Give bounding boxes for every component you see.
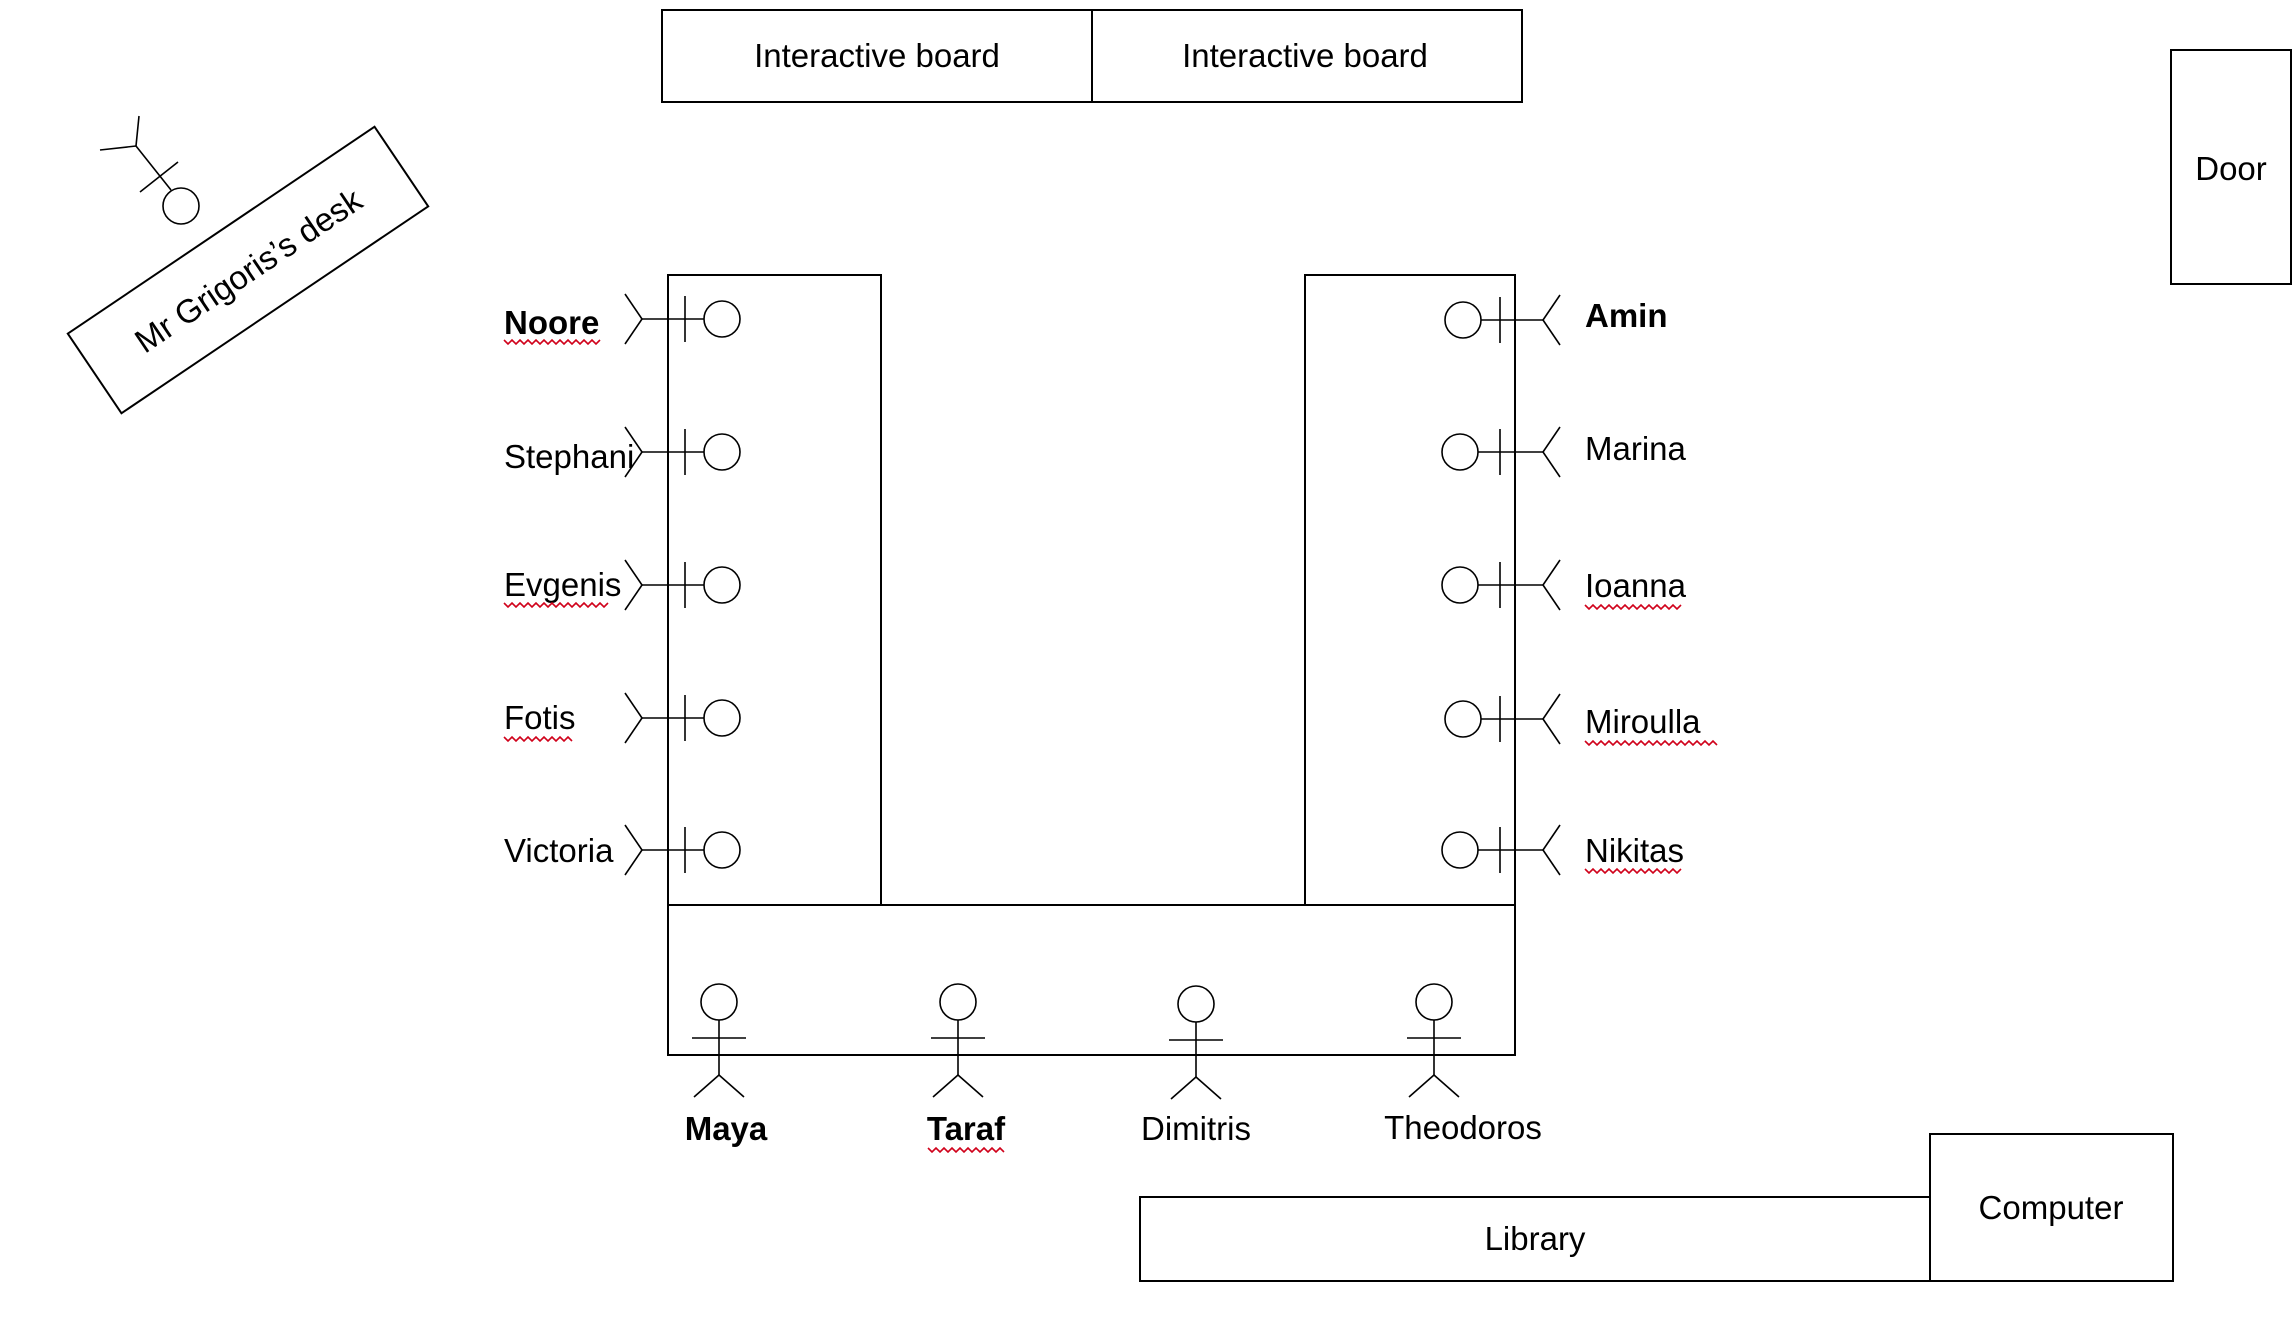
student-bottom-2: Taraf <box>927 983 1006 1154</box>
student-name-amin: Amin <box>1585 297 1668 334</box>
student-right-4: Miroulla <box>1444 693 1718 747</box>
student-figure <box>624 293 741 345</box>
student-name-noore: Noore <box>504 304 599 341</box>
student-name-maya: Maya <box>685 1110 768 1147</box>
spellcheck-underline <box>1584 739 1718 747</box>
interactive-board-left: Interactive board <box>661 9 1093 103</box>
spellcheck-underline <box>1584 867 1682 875</box>
spellcheck-underline <box>503 735 573 743</box>
student-figure <box>1441 824 1561 876</box>
interactive-board-left-label: Interactive board <box>754 37 1000 74</box>
door-label: Door <box>2195 150 2267 187</box>
student-figure <box>1444 294 1561 346</box>
spellcheck-underline <box>503 338 601 346</box>
student-name-victoria: Victoria <box>504 832 614 869</box>
student-name-fotis: Fotis <box>504 699 576 736</box>
interactive-board-right-label: Interactive board <box>1182 37 1428 74</box>
desk-bottom-row <box>667 904 1516 1056</box>
teacher-desk: Mr Grigoris’s desk <box>66 125 430 415</box>
computer-label: Computer <box>1979 1189 2124 1226</box>
student-right-3: Ioanna <box>1441 559 1687 611</box>
desk-left-column <box>667 274 882 906</box>
student-bottom-1: Maya <box>685 983 768 1147</box>
student-name-marina: Marina <box>1585 430 1687 467</box>
student-name-stephani: Stephani <box>504 438 634 475</box>
student-name-dimitris: Dimitris <box>1141 1110 1251 1147</box>
student-figure <box>624 559 741 611</box>
student-name-evgenis: Evgenis <box>504 566 621 603</box>
spellcheck-underline <box>1584 603 1682 611</box>
student-left-5: Victoria <box>504 824 741 876</box>
library: Library <box>1139 1196 1931 1282</box>
student-figure <box>931 983 985 1098</box>
teacher-figure <box>99 115 200 225</box>
student-bottom-4: Theodoros <box>1384 983 1542 1146</box>
student-figure <box>1407 983 1461 1098</box>
student-name-theodoros: Theodoros <box>1384 1109 1542 1146</box>
interactive-board-right: Interactive board <box>1091 9 1523 103</box>
student-left-1: Noore <box>503 293 741 346</box>
student-figure <box>692 983 746 1098</box>
door: Door <box>2170 49 2292 285</box>
spellcheck-underline <box>927 1146 1005 1154</box>
student-figure <box>1169 985 1223 1100</box>
computer: Computer <box>1929 1133 2174 1282</box>
student-right-5: Nikitas <box>1441 824 1684 876</box>
student-left-2: Stephani <box>504 426 741 478</box>
spellcheck-underline <box>503 601 609 609</box>
student-name-nikitas: Nikitas <box>1585 832 1684 869</box>
student-bottom-3: Dimitris <box>1141 985 1251 1147</box>
student-name-ioanna: Ioanna <box>1585 567 1687 604</box>
student-figure <box>1441 426 1561 478</box>
student-figure <box>624 692 741 744</box>
student-name-taraf: Taraf <box>927 1110 1006 1147</box>
student-left-3: Evgenis <box>503 559 741 611</box>
desk-right-column <box>1304 274 1516 906</box>
student-right-1: Amin <box>1444 294 1668 346</box>
student-left-4: Fotis <box>503 692 741 744</box>
student-name-miroulla: Miroulla <box>1585 703 1701 740</box>
student-figure <box>1441 559 1561 611</box>
student-right-2: Marina <box>1441 426 1687 478</box>
student-figure <box>624 824 741 876</box>
student-figure <box>1444 693 1561 745</box>
library-label: Library <box>1485 1220 1586 1257</box>
student-figure <box>624 426 741 478</box>
